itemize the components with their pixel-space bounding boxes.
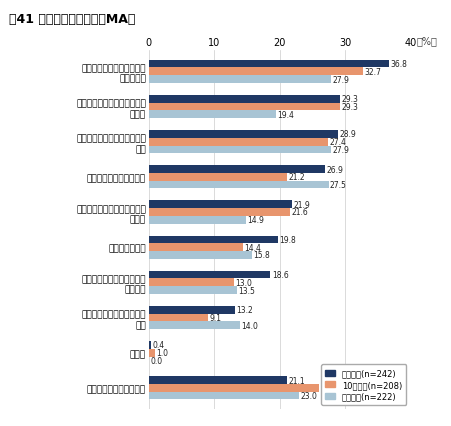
Text: 32.7: 32.7 (364, 68, 381, 77)
Text: 27.4: 27.4 (329, 138, 346, 147)
Text: 19.4: 19.4 (277, 110, 294, 119)
Text: 21.6: 21.6 (291, 208, 308, 217)
Bar (149, 384, 319, 392)
Bar (149, 166, 325, 173)
Legend: １月調査(n=242), 10月調査(n=208), ７月調査(n=222): １月調査(n=242), 10月調査(n=208), ７月調査(n=222) (321, 365, 406, 405)
Text: 0.4: 0.4 (153, 341, 165, 350)
Bar (149, 68, 363, 76)
Bar (149, 314, 208, 322)
Bar (149, 131, 338, 138)
Text: 27.9: 27.9 (332, 75, 350, 84)
Text: 9.1: 9.1 (210, 313, 221, 322)
Bar (149, 216, 246, 224)
Text: 14.4: 14.4 (244, 243, 261, 252)
Bar (149, 251, 252, 259)
Text: 14.9: 14.9 (248, 216, 264, 225)
Text: 27.9: 27.9 (332, 146, 350, 155)
Bar (149, 271, 271, 279)
Bar (149, 236, 278, 244)
Bar (149, 279, 234, 287)
Text: 29.3: 29.3 (342, 103, 359, 112)
Text: 27.5: 27.5 (330, 181, 347, 190)
Bar (149, 306, 235, 314)
Text: 21.1: 21.1 (288, 376, 305, 385)
Bar (149, 173, 287, 181)
Text: 0.0: 0.0 (150, 356, 162, 365)
Text: 13.0: 13.0 (235, 278, 252, 287)
Bar (149, 322, 240, 329)
Bar (149, 146, 331, 154)
Bar (149, 392, 299, 400)
Bar (149, 60, 390, 68)
Text: 29.3: 29.3 (342, 95, 359, 104)
Bar (149, 287, 237, 294)
Text: 21.9: 21.9 (293, 200, 310, 209)
Text: 21.2: 21.2 (289, 173, 305, 182)
Text: 23.0: 23.0 (300, 391, 318, 400)
Bar (149, 244, 243, 251)
Bar (149, 96, 341, 104)
Bar (149, 341, 152, 349)
Text: 1.0: 1.0 (156, 348, 169, 357)
Bar (149, 76, 331, 84)
Bar (149, 376, 287, 384)
Text: （%）: （%） (417, 36, 437, 46)
Text: 18.6: 18.6 (272, 271, 289, 279)
Text: 13.5: 13.5 (239, 286, 255, 295)
Text: 15.8: 15.8 (253, 251, 270, 260)
Bar (149, 104, 341, 111)
Bar (149, 111, 276, 119)
Text: 36.8: 36.8 (391, 60, 408, 69)
Bar (149, 138, 328, 146)
Text: 図41 労務管理上の課題（MA）: 図41 労務管理上の課題（MA） (9, 13, 135, 26)
Bar (149, 209, 290, 216)
Text: 13.2: 13.2 (236, 305, 253, 314)
Text: 26.9: 26.9 (326, 165, 343, 174)
Text: 14.0: 14.0 (242, 321, 258, 330)
Bar (149, 201, 292, 209)
Bar (149, 349, 155, 357)
Text: 28.9: 28.9 (339, 130, 356, 139)
Text: 19.8: 19.8 (280, 236, 296, 245)
Bar (149, 181, 329, 189)
Text: 26.0: 26.0 (320, 383, 337, 392)
